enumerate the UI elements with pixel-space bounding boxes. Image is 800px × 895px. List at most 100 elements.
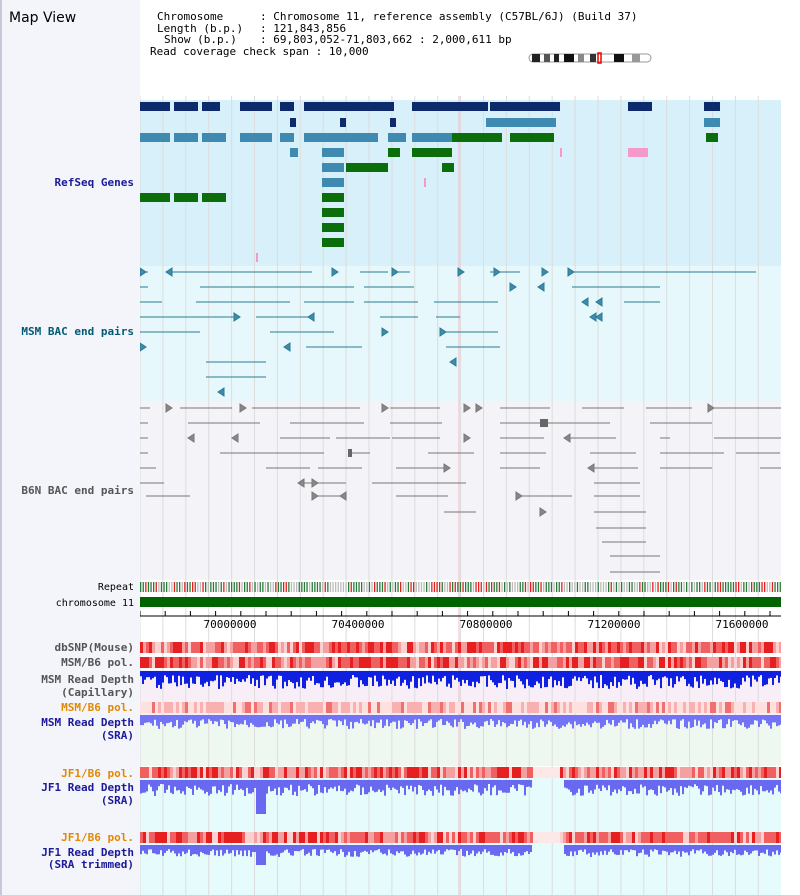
depth-bar	[510, 715, 512, 724]
depth-bar	[670, 845, 672, 853]
depth-bar	[678, 671, 680, 682]
heat-cell	[380, 832, 383, 843]
depth-bar	[188, 671, 190, 688]
heat-cell	[266, 767, 269, 778]
heat-cell	[398, 642, 401, 653]
depth-bar	[390, 671, 392, 684]
repeat-mark	[423, 582, 425, 592]
depth-bar	[494, 845, 496, 856]
heat-cell	[380, 702, 383, 713]
heat-cell	[710, 642, 713, 653]
heat-cell	[179, 832, 182, 843]
depth-bar	[300, 715, 302, 723]
repeat-mark	[376, 582, 378, 592]
depth-bar	[530, 845, 532, 852]
heat-cell	[623, 767, 626, 778]
repeat-mark	[163, 582, 165, 592]
depth-bar	[392, 780, 394, 788]
heat-cell	[203, 657, 206, 668]
heat-cell	[230, 657, 233, 668]
depth-bar	[544, 671, 546, 688]
heat-cell	[452, 642, 455, 653]
heat-cell	[158, 832, 161, 843]
depth-bar	[570, 845, 572, 852]
sep: :	[260, 33, 274, 46]
depth-bar	[284, 671, 286, 682]
depth-bar	[566, 715, 568, 725]
depth-bar	[450, 671, 452, 688]
heat-cell	[206, 642, 209, 653]
depth-bar	[604, 671, 606, 685]
depth-bar	[776, 845, 778, 851]
heat-cell	[449, 702, 452, 713]
repeat-mark	[491, 582, 493, 592]
depth-bar	[176, 845, 178, 857]
depth-bar	[206, 845, 208, 855]
heat-cell	[578, 657, 581, 668]
heat-cell	[617, 657, 620, 668]
depth-bar	[266, 671, 268, 679]
depth-bar	[256, 845, 258, 865]
repeat-mark	[738, 582, 740, 592]
heat-cell	[395, 642, 398, 653]
heat-cell	[140, 702, 143, 713]
heat-cell	[218, 657, 221, 668]
heat-tracks[interactable]	[140, 642, 781, 843]
repeat-mark	[402, 582, 404, 592]
repeat-mark	[238, 582, 241, 592]
heat-cell	[263, 832, 266, 843]
repeat-mark	[371, 582, 373, 592]
heat-cell	[149, 767, 152, 778]
depth-bar	[286, 845, 288, 850]
refseq-genes[interactable]	[140, 102, 720, 262]
repeat-mark	[457, 582, 459, 592]
heat-cell	[749, 767, 752, 778]
depth-bar	[194, 845, 196, 854]
heat-cell	[161, 767, 164, 778]
repeat-mark	[462, 582, 464, 592]
heat-cell	[491, 832, 494, 843]
depth-bar	[358, 780, 360, 786]
heat-cell	[728, 702, 731, 713]
heat-cell	[767, 657, 770, 668]
heat-cell	[281, 767, 284, 778]
heat-cell	[509, 702, 512, 713]
depth-bar	[498, 845, 500, 857]
depth-bar	[692, 780, 694, 788]
heat-cell	[701, 657, 704, 668]
depth-bar	[684, 715, 686, 728]
depth-bar	[202, 671, 204, 687]
heat-cell	[476, 657, 479, 668]
repeat-mark	[576, 582, 579, 592]
depth-bar	[410, 780, 412, 786]
msm-bac-pairs[interactable]	[140, 267, 756, 397]
repeat-mark	[446, 582, 449, 592]
depth-bar	[284, 780, 286, 788]
heat-cell	[167, 832, 170, 843]
repeat-mark	[699, 582, 701, 592]
depth-bar	[180, 671, 182, 686]
heat-cell	[224, 657, 227, 668]
heat-cell	[479, 767, 482, 778]
heat-cell	[608, 642, 611, 653]
depth-bar	[520, 671, 522, 682]
chromosome-bar[interactable]	[140, 597, 781, 607]
heat-cell	[200, 702, 203, 713]
depth-bar	[628, 780, 630, 792]
heat-cell	[518, 642, 521, 653]
repeat-track[interactable]	[140, 582, 781, 592]
heat-cell	[293, 702, 296, 713]
depth-bar	[486, 671, 488, 687]
depth-bar	[646, 715, 648, 728]
heat-cell	[608, 767, 611, 778]
chromosome-ideogram[interactable]	[528, 52, 652, 64]
heat-cell	[524, 642, 527, 653]
heat-cell	[749, 702, 752, 713]
heat-cell	[683, 767, 686, 778]
depth-bar	[356, 671, 358, 678]
b6n-bac-pairs[interactable]	[140, 403, 781, 573]
depth-tracks[interactable]	[140, 671, 781, 865]
genome-browser-canvas[interactable]: 70000000 70400000 70800000 71200000 71600000	[140, 96, 781, 895]
depth-bar	[218, 845, 220, 857]
depth-bar	[530, 715, 532, 722]
